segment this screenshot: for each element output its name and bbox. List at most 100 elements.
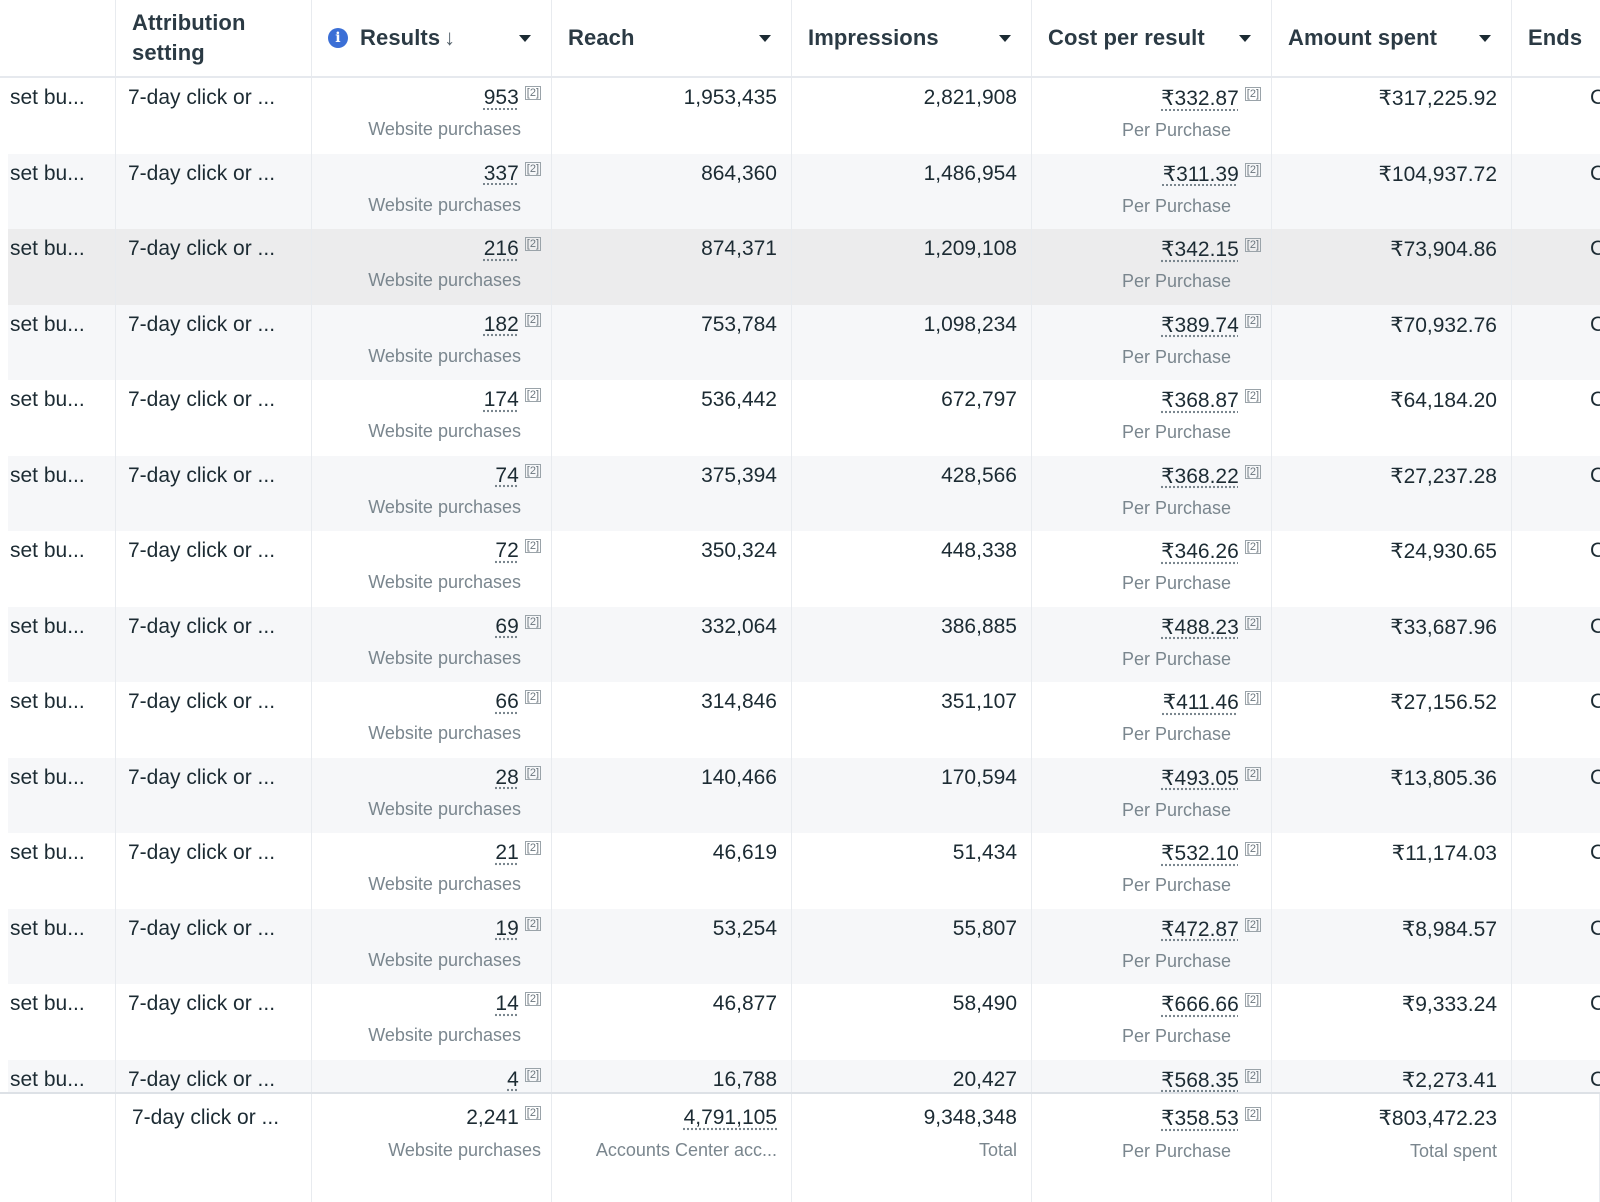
header-reach[interactable]: Reach bbox=[552, 0, 792, 76]
row-name-cell[interactable]: set bu... bbox=[8, 78, 116, 154]
results-value[interactable]: 19 [2] bbox=[495, 916, 541, 940]
results-value[interactable]: 182 [2] bbox=[483, 312, 541, 336]
table-row[interactable]: set bu... 7-day click or ... 66 [2] Website … bbox=[8, 682, 1600, 758]
header-cost-per-result[interactable]: Cost per result bbox=[1032, 0, 1272, 76]
cost-per-result-value[interactable]: ₹472.87 [2] bbox=[1161, 917, 1261, 941]
row-cost-cell: ₹411.46 [2] Per Purchase bbox=[1032, 682, 1272, 758]
amount-spent-value: ₹9,333.24 bbox=[1401, 993, 1497, 1016]
ad-set-name[interactable]: set bu... bbox=[10, 237, 85, 260]
totals-attribution-cell: 7-day click or ... bbox=[116, 1094, 312, 1202]
cost-per-result-value[interactable]: ₹568.35 [2] bbox=[1161, 1068, 1261, 1092]
ad-set-name[interactable]: set bu... bbox=[10, 1067, 85, 1091]
cost-per-result-value[interactable]: ₹666.66 [2] bbox=[1161, 993, 1261, 1016]
ad-set-name[interactable]: set bu... bbox=[10, 388, 85, 411]
ad-set-name[interactable]: set bu... bbox=[10, 463, 85, 487]
table-row[interactable]: set bu... 7-day click or ... 216 [2] Website… bbox=[8, 229, 1600, 305]
results-type-label: Website purchases bbox=[368, 421, 521, 441]
table-row[interactable]: set bu... 7-day click or ... 21 [2] Website … bbox=[8, 833, 1600, 909]
results-value[interactable]: 174 [2] bbox=[483, 388, 541, 411]
ad-set-name[interactable]: set bu... bbox=[10, 690, 85, 713]
cost-per-result-value[interactable]: ₹342.15 [2] bbox=[1161, 238, 1261, 261]
reach-value: 332,064 bbox=[701, 614, 777, 638]
results-value[interactable]: 74 [2] bbox=[495, 463, 541, 487]
results-value[interactable]: 337 [2] bbox=[483, 161, 541, 185]
info-icon[interactable]: i bbox=[328, 28, 348, 48]
table-row[interactable]: set bu... 7-day click or ... 72 [2] Website … bbox=[8, 531, 1600, 607]
cost-per-result-value[interactable]: ₹532.10 [2] bbox=[1161, 842, 1261, 865]
ad-set-name[interactable]: set bu... bbox=[10, 992, 85, 1015]
chevron-down-icon[interactable] bbox=[999, 34, 1011, 42]
table-row[interactable]: set bu... 7-day click or ... 337 [2] Website… bbox=[8, 153, 1600, 229]
table-row[interactable]: set bu... 7-day click or ... 28 [2] Website … bbox=[8, 757, 1600, 833]
row-name-cell[interactable]: set bu... bbox=[8, 304, 116, 380]
results-value[interactable]: 216 [2] bbox=[483, 237, 541, 260]
row-name-cell[interactable]: set bu... bbox=[8, 833, 116, 909]
impressions-value: 428,566 bbox=[941, 463, 1017, 487]
table-row[interactable]: set bu... 7-day click or ... 69 [2] Website … bbox=[8, 606, 1600, 682]
table-row[interactable]: set bu... 7-day click or ... 74 [2] Website … bbox=[8, 455, 1600, 531]
ad-set-name[interactable]: set bu... bbox=[10, 916, 85, 940]
results-value[interactable]: 953 [2] bbox=[483, 86, 541, 109]
row-name-cell[interactable]: set bu... bbox=[8, 984, 116, 1060]
row-name-cell[interactable]: set bu... bbox=[8, 606, 116, 682]
cost-per-result-value[interactable]: ₹368.87 [2] bbox=[1161, 389, 1261, 412]
chevron-down-icon[interactable] bbox=[759, 34, 771, 42]
totals-cost[interactable]: ₹358.53 [2] bbox=[1161, 1107, 1261, 1130]
impressions-value: 170,594 bbox=[941, 765, 1017, 789]
ad-set-name[interactable]: set bu... bbox=[10, 86, 85, 109]
table-row[interactable]: set bu... 7-day click or ... 174 [2] Website… bbox=[8, 380, 1600, 456]
cost-per-result-value[interactable]: ₹368.22 [2] bbox=[1161, 464, 1261, 488]
results-value[interactable]: 72 [2] bbox=[495, 539, 541, 562]
amount-spent-value: ₹70,932.76 bbox=[1390, 313, 1497, 337]
cost-per-result-value[interactable]: ₹411.46 [2] bbox=[1162, 691, 1261, 714]
row-name-cell[interactable]: set bu... bbox=[8, 455, 116, 531]
chevron-down-icon[interactable] bbox=[1479, 34, 1491, 42]
header-results[interactable]: i Results ↓ bbox=[312, 0, 552, 76]
table-row[interactable]: set bu... 7-day click or ... 182 [2] Website… bbox=[8, 304, 1600, 380]
header-name-column[interactable] bbox=[0, 0, 116, 76]
cost-per-result-value[interactable]: ₹332.87 [2] bbox=[1161, 87, 1261, 110]
cost-per-result-value[interactable]: ₹488.23 [2] bbox=[1161, 615, 1261, 639]
table-row[interactable]: set bu... 7-day click or ... 953 [2] Website… bbox=[8, 78, 1600, 154]
cost-per-result-value[interactable]: ₹346.26 [2] bbox=[1161, 540, 1261, 563]
row-spent-cell: ₹11,174.03 bbox=[1272, 833, 1512, 909]
cost-per-result-value[interactable]: ₹389.74 [2] bbox=[1161, 313, 1261, 337]
cost-per-result-value[interactable]: ₹311.39 [2] bbox=[1162, 162, 1261, 186]
row-attribution-cell: 7-day click or ... bbox=[116, 984, 312, 1060]
totals-reach[interactable]: 4,791,105 bbox=[683, 1106, 777, 1129]
ad-set-name[interactable]: set bu... bbox=[10, 312, 85, 336]
header-impressions[interactable]: Impressions bbox=[792, 0, 1032, 76]
row-name-cell[interactable]: set bu... bbox=[8, 229, 116, 305]
row-reach-cell: 53,254 bbox=[552, 908, 792, 984]
results-value[interactable]: 66 [2] bbox=[495, 690, 541, 713]
header-amount-spent[interactable]: Amount spent bbox=[1272, 0, 1512, 76]
row-name-cell[interactable]: set bu... bbox=[8, 908, 116, 984]
ad-set-name[interactable]: set bu... bbox=[10, 765, 85, 789]
results-value[interactable]: 4 [2] bbox=[507, 1067, 541, 1091]
table-row[interactable]: set bu... 7-day click or ... 19 [2] Website … bbox=[8, 908, 1600, 984]
chevron-down-icon[interactable] bbox=[1239, 34, 1251, 42]
ad-set-name[interactable]: set bu... bbox=[10, 539, 85, 562]
results-value[interactable]: 69 [2] bbox=[495, 614, 541, 638]
row-name-cell[interactable]: set bu... bbox=[8, 531, 116, 607]
ad-set-name[interactable]: set bu... bbox=[10, 161, 85, 185]
row-name-cell[interactable]: set bu... bbox=[8, 380, 116, 456]
row-name-cell[interactable]: set bu... bbox=[8, 682, 116, 758]
header-ends[interactable]: Ends bbox=[1512, 0, 1600, 76]
results-type-label: Website purchases bbox=[368, 496, 521, 517]
cost-per-result-value[interactable]: ₹493.05 [2] bbox=[1161, 766, 1261, 790]
row-ends-cell: C bbox=[1512, 833, 1600, 909]
ad-set-name[interactable]: set bu... bbox=[10, 614, 85, 638]
row-name-cell[interactable]: set bu... bbox=[8, 757, 116, 833]
row-impressions-cell: 428,566 bbox=[792, 455, 1032, 531]
ad-set-name[interactable]: set bu... bbox=[10, 841, 85, 864]
results-value[interactable]: 21 [2] bbox=[495, 841, 541, 864]
amount-spent-value: ₹33,687.96 bbox=[1390, 615, 1497, 639]
header-attribution-setting[interactable]: Attribution setting bbox=[116, 0, 312, 76]
totals-results[interactable]: 2,241 [2] bbox=[466, 1106, 541, 1129]
results-value[interactable]: 14 [2] bbox=[495, 992, 541, 1015]
results-value[interactable]: 28 [2] bbox=[495, 765, 541, 789]
chevron-down-icon[interactable] bbox=[519, 34, 531, 42]
table-row[interactable]: set bu... 7-day click or ... 14 [2] Website … bbox=[8, 984, 1600, 1060]
row-name-cell[interactable]: set bu... bbox=[8, 153, 116, 229]
